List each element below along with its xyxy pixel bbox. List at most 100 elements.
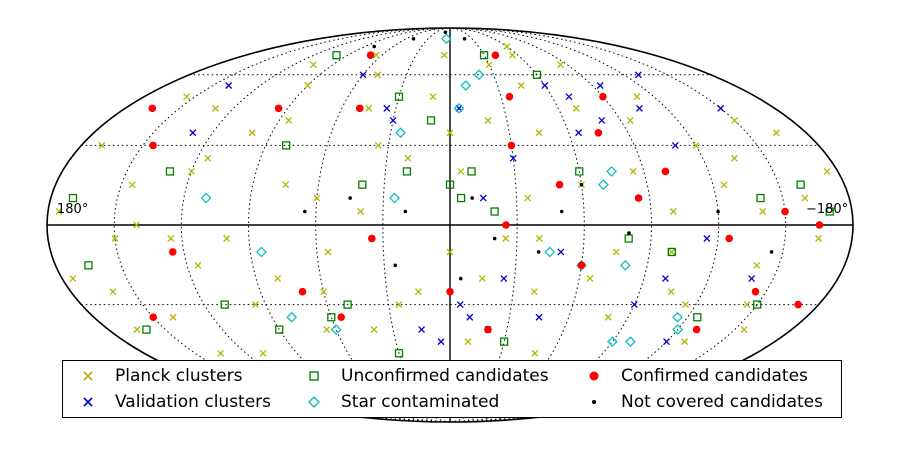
planck-cluster-marker [365,104,373,112]
unconfirmed-candidate-marker [667,247,676,257]
planck-cluster-marker [604,313,612,321]
planck-cluster-marker [743,301,751,309]
legend-item-confirmed: Confirmed candidates [581,366,808,386]
legend-item-unconfirmed: Unconfirmed candidates [301,366,549,386]
validation-cluster-marker [661,275,669,283]
planck-cluster-marker [740,326,748,334]
planck-cluster-marker [730,154,738,162]
planck-cluster-marker [485,61,493,69]
planck-cluster-marker [370,326,378,334]
validation-cluster-marker [500,275,508,283]
not-covered-candidate-marker [716,209,720,214]
not-covered-candidate-marker [403,209,408,214]
planck-cluster-marker [285,116,293,124]
validation-cluster-marker [189,129,197,137]
confirmed-candidate-marker [794,300,802,309]
validation-cluster-marker [671,141,679,149]
unconfirmed-candidate-marker [490,207,499,216]
confirmed-candidate-marker [751,287,760,296]
star-contaminated-marker [286,311,298,323]
confirmed-candidate-marker [781,207,789,216]
validation-cluster-marker [456,301,464,309]
not-covered-candidate-marker [458,276,463,281]
planck-cluster-marker [731,116,739,124]
unconfirmed-candidate-marker [402,167,412,176]
unconfirmed-candidate-marker [796,180,805,189]
unconfirmed-candidate-marker [282,141,291,150]
unconfirmed-candidate-marker [499,337,509,346]
planck-cluster-marker [274,275,282,283]
validation-cluster-marker [634,71,642,79]
planck-cluster-marker [586,275,594,283]
not-covered-candidate-marker [411,36,416,41]
validation-cluster-marker [596,82,604,89]
unconfirmed-candidate-marker [68,193,78,203]
legend-label-confirmed: Confirmed candidates [621,366,808,386]
star-contaminated-marker [389,192,400,204]
unconfirmed-candidate-marker [358,180,367,189]
legend-label-planck: Planck clusters [115,366,243,386]
validation-cluster-marker [565,93,573,101]
planck-cluster-marker [446,248,454,256]
star-contaminated-marker [330,324,342,336]
planck-cluster-marker [572,104,580,112]
not-covered-candidate-marker [627,231,631,235]
not-covered-candidate-marker [443,30,448,35]
planck-cluster-marker [535,129,543,137]
planck-cluster-marker [682,301,689,309]
planck-cluster-marker [323,326,331,334]
legend-label-validation: Validation clusters [115,392,272,412]
planck-cluster-marker [183,93,191,101]
planck-cluster-marker [681,338,689,346]
planck-cluster-marker [248,129,256,137]
data-marks [55,30,834,389]
planck-cluster-marker [259,349,267,357]
unconfirmed-candidate-marker [394,349,404,358]
planck-cluster-marker [404,154,412,162]
validation-cluster-marker [575,129,583,137]
legend-item-star: Star contaminated [301,392,499,412]
validation-cluster-marker [598,116,606,124]
confirmed-candidate-marker [168,248,177,256]
planck-cluster-marker [374,71,382,79]
confirmed-candidate-marker [446,287,454,296]
unconfirmed-candidate-marker [394,92,404,101]
not-covered-candidate-marker [462,36,467,41]
validation-cluster-marker [635,104,643,112]
unconfirmed-candidate-marker [327,313,336,322]
tick-label-right: −180° [806,202,848,217]
planck-cluster-marker [629,167,637,175]
star-contaminated-marker [473,69,485,81]
planck-cluster-marker [667,288,675,296]
not-covered-candidate-marker [492,236,497,241]
planck-cluster-marker [169,313,177,321]
legend-label-unconfirmed: Unconfirmed candidates [341,366,549,386]
validation-cluster-marker [703,235,711,242]
not-covered-candidate-marker [769,250,774,254]
validation-cluster-marker [663,338,670,346]
planck-cluster-marker [414,288,422,296]
validation-cluster-marker [359,71,367,79]
confirmed-candidate-marker [661,167,670,176]
planck-cluster-marker [313,194,321,202]
planck-cluster-marker [668,248,676,256]
star-contaminated-marker [256,246,267,258]
unconfirmed-candidate-marker [825,207,834,216]
planck-cluster-marker [372,51,380,59]
planck-cluster-marker [55,208,63,215]
confirmed-candidate-marker [594,128,603,137]
confirmed-candidate-marker [149,141,157,150]
planck-cluster-marker [478,275,486,283]
planck-cluster-marker [823,167,831,175]
unconfirmed-candidate-marker [753,300,762,309]
planck-cluster-marker [484,116,492,124]
confirmed-candidate-marker [599,92,607,101]
legend-item-planck: Planck clusters [75,366,242,386]
legend-validation-marker-icon [83,397,93,407]
unconfirmed-candidate-marker [467,167,476,176]
planck-cluster-marker [446,129,454,137]
confirmed-candidate-marker [298,287,307,296]
not-covered-candidate-marker [579,182,584,187]
planck-cluster-marker [530,288,538,296]
confirmed-candidate-marker [634,194,643,202]
